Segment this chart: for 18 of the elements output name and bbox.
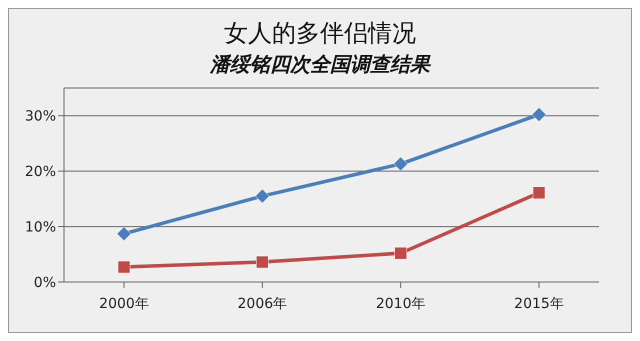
y-tick-label: 20% xyxy=(24,164,56,180)
x-tick-label: 2006年 xyxy=(238,296,288,312)
point xyxy=(532,107,546,122)
point xyxy=(394,246,407,260)
x-tick-label: 2000年 xyxy=(99,296,149,312)
chart-title: 女人的多伴侣情况 xyxy=(223,18,417,49)
chart-subtitle: 潘绥铭四次全国调查结果 xyxy=(209,51,432,78)
x-tick-label: 2015年 xyxy=(514,296,564,312)
y-tick-label: 30% xyxy=(24,108,56,125)
point xyxy=(532,186,546,200)
point xyxy=(116,226,132,242)
point xyxy=(256,256,269,268)
point xyxy=(255,188,270,204)
x-tick-label: 2010年 xyxy=(376,296,426,312)
y-tick-label: 10% xyxy=(24,220,56,236)
y-tick-label: 0% xyxy=(34,274,56,291)
point xyxy=(393,156,408,172)
point xyxy=(118,260,130,274)
